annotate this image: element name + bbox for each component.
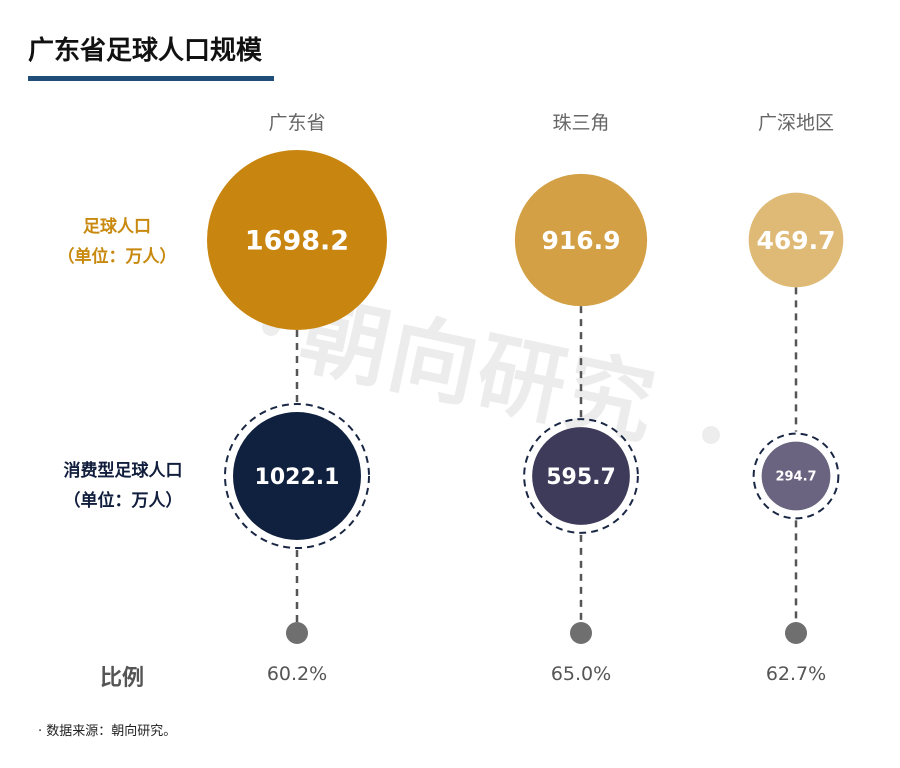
category-label: 广东省	[268, 112, 326, 134]
category-label: 珠三角	[552, 112, 610, 134]
consumer-population-value: 595.7	[546, 465, 616, 490]
consumer-row-label: 消费型足球人口 （单位：万人）	[38, 456, 208, 516]
chart-title: 广东省足球人口规模	[28, 36, 263, 66]
consumer-population-bubble	[233, 412, 361, 540]
consumer-population-value: 294.7	[775, 470, 816, 485]
stem-endpoint-dot	[570, 622, 592, 644]
stem-endpoint-dot	[286, 622, 308, 644]
football-population-value: 469.7	[756, 226, 835, 255]
watermark-dot-right	[702, 426, 720, 444]
football-population-value: 916.9	[541, 226, 620, 255]
consumer-population-bubble	[761, 441, 831, 511]
title-underline	[28, 76, 274, 81]
consumer-bubble-dashed-ring	[523, 418, 639, 534]
category-label: 广深地区	[757, 112, 835, 134]
ratio-value: 65.0%	[550, 663, 612, 685]
consumer-population-bubble	[532, 427, 630, 525]
consumer-population-value: 1022.1	[255, 465, 340, 490]
football-row-label-name: 足球人口	[83, 217, 151, 237]
consumer-row-label-unit: （单位：万人）	[63, 491, 183, 511]
football-population-bubble	[207, 150, 387, 330]
ratio-value: 62.7%	[765, 663, 827, 685]
football-row-label-unit: （单位：万人）	[57, 247, 177, 267]
ratio-value: 60.2%	[266, 663, 328, 685]
stem-endpoint-dot	[785, 622, 807, 644]
football-population-value: 1698.2	[245, 226, 349, 257]
data-source-note: · 数据来源：朝向研究。	[38, 724, 177, 739]
consumer-row-label-name: 消费型足球人口	[63, 461, 183, 481]
consumer-bubble-dashed-ring	[752, 432, 840, 520]
football-population-bubble	[514, 173, 648, 307]
football-row-label: 足球人口 （单位：万人）	[42, 212, 192, 272]
ratio-row-label: 比例	[100, 666, 145, 691]
consumer-bubble-dashed-ring	[224, 403, 370, 549]
football-population-bubble	[748, 192, 844, 288]
